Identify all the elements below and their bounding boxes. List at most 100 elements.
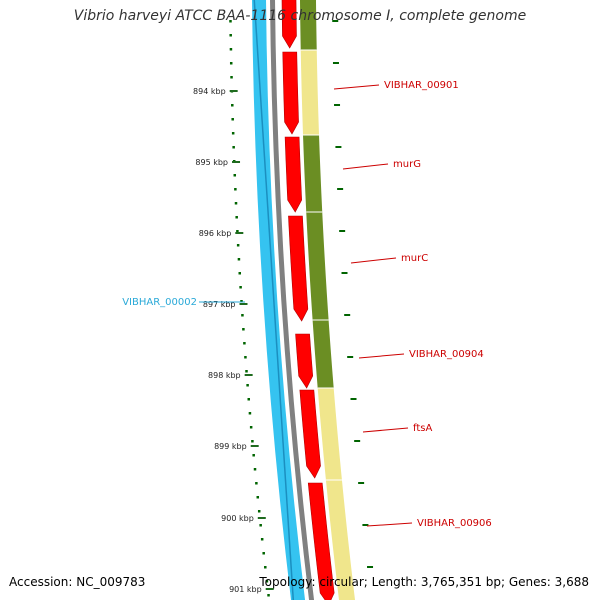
gc-skew-inner-8 xyxy=(231,132,235,135)
gc-skew-inner-23 xyxy=(243,342,246,345)
gc-skew-outer-36 xyxy=(362,524,369,526)
gc-skew-inner-11 xyxy=(233,174,237,177)
leader-VIBHAR_00906 xyxy=(366,522,413,527)
gc-skew-inner-15 xyxy=(236,230,239,233)
gene-label-VIBHAR_00002: VIBHAR_00002 xyxy=(122,297,197,308)
gc-skew-inner-38 xyxy=(262,552,265,555)
gc-skew-inner-18 xyxy=(238,272,242,275)
gc-skew-inner-41 xyxy=(267,594,270,597)
reverse-cds-track xyxy=(252,0,306,605)
gc-skew-inner-17 xyxy=(237,258,241,261)
forward-cds-VIBHAR_00906 xyxy=(307,482,335,605)
gc-skew-inner-25 xyxy=(245,370,248,373)
gc-skew-outer-27 xyxy=(350,398,357,400)
forward-cds-murG xyxy=(284,136,302,213)
gc-skew-inner-14 xyxy=(235,216,238,219)
gc-skew-outer-3 xyxy=(332,62,339,64)
gc-skew-inner-24 xyxy=(244,356,247,359)
gc-content-segment-0 xyxy=(300,0,317,50)
leader-VIBHAR_00904 xyxy=(358,353,405,359)
gc-skew-outer-33 xyxy=(358,482,365,484)
gc-skew-inner-19 xyxy=(239,286,242,289)
gc-skew-inner-27 xyxy=(247,398,251,401)
gc-skew-outer-21 xyxy=(344,314,351,316)
tick-label-0: 894 kbp xyxy=(193,87,226,96)
gc-content-segment-4 xyxy=(312,320,334,388)
gc-skew-inner-16 xyxy=(236,244,240,247)
forward-cds-ftsA xyxy=(299,389,321,479)
gc-skew-inner-6 xyxy=(231,104,234,107)
tick-label-3: 897 kbp xyxy=(203,300,236,309)
forward-cds-murC xyxy=(288,215,309,322)
gc-skew-inner-1 xyxy=(229,34,232,37)
tick-label-7: 901 kbp xyxy=(229,585,262,594)
gc-skew-inner-22 xyxy=(242,328,245,331)
gc-skew-outer-24 xyxy=(347,356,354,358)
leader-ftsA xyxy=(362,427,409,433)
gc-content-segment-6 xyxy=(325,480,356,605)
gene-label-VIBHAR_00906: VIBHAR_00906 xyxy=(417,518,492,529)
gc-content-segment-2 xyxy=(303,135,323,212)
gc-skew-inner-31 xyxy=(252,454,255,457)
reverse-cds-edge xyxy=(253,0,295,605)
accession-label: Accession: NC_009783 xyxy=(9,575,146,589)
gc-skew-inner-21 xyxy=(241,314,244,317)
gc-skew-outer-30 xyxy=(354,440,361,442)
position-ticks: 894 kbp 895 kbp 896 kbp 897 kbp 898 kbp 899 k… xyxy=(193,87,274,594)
gene-label-VIBHAR_00904: VIBHAR_00904 xyxy=(409,349,484,360)
gc-skew-inner-3 xyxy=(229,62,233,65)
tick-label-2: 896 kbp xyxy=(199,229,232,238)
gc-content-track xyxy=(300,0,356,605)
gc-skew-inner-29 xyxy=(249,426,253,429)
tick-label-4: 898 kbp xyxy=(208,371,241,380)
gc-content-segment-1 xyxy=(300,50,320,135)
gc-skew-outer-15 xyxy=(339,230,346,232)
map-title: Vibrio harveyi ATCC BAA-1116 chromosome … xyxy=(73,8,527,24)
gc-skew-inner-26 xyxy=(246,384,249,387)
gc-content-segment-3 xyxy=(306,212,329,320)
leader-murC xyxy=(350,257,397,264)
tick-label-5: 899 kbp xyxy=(214,442,247,451)
gc-content-segment-5 xyxy=(317,388,342,480)
gc-skew-inner-40 xyxy=(265,580,269,583)
forward-cds-VIBHAR_00904 xyxy=(295,333,314,389)
gc-skew-outer-6 xyxy=(334,104,341,106)
gc-skew-outer-39 xyxy=(367,566,374,568)
gene-label-murC: murC xyxy=(401,253,428,264)
gc-skew-inner-9 xyxy=(232,146,235,149)
gene-label-VIBHAR_00901: VIBHAR_00901 xyxy=(384,80,459,91)
genome-summary: Topology: circular; Length: 3,765,351 bp… xyxy=(259,575,589,589)
gc-skew-inner-28 xyxy=(248,412,252,415)
tick-label-1: 895 kbp xyxy=(195,158,228,167)
gc-skew-inner-32 xyxy=(253,468,257,471)
gene-label-murG: murG xyxy=(393,159,421,170)
backbone-track xyxy=(270,0,315,605)
leader-VIBHAR_00901 xyxy=(333,84,380,90)
gc-skew-inner-39 xyxy=(264,566,267,569)
gc-skew-outer-9 xyxy=(335,146,342,148)
gc-skew-inner-2 xyxy=(229,48,233,51)
gc-skew-outer-0 xyxy=(332,20,339,22)
gc-skew-inner-4 xyxy=(230,76,233,79)
tick-label-6: 900 kbp xyxy=(221,514,254,523)
gc-skew-inner-36 xyxy=(259,524,262,527)
gc-skew-outer-18 xyxy=(341,272,348,274)
reverse-cds-VIBHAR_00002 xyxy=(252,0,306,605)
gc-skew-inner-34 xyxy=(256,496,260,499)
gc-skew-inner-20 xyxy=(240,300,243,303)
forward-cds-VIBHAR_00901 xyxy=(282,51,299,135)
gc-skew-inner-13 xyxy=(234,202,238,205)
gc-skew-inner-33 xyxy=(255,482,258,485)
gc-skew-inner-0 xyxy=(229,20,232,23)
gene-label-ftsA: ftsA xyxy=(413,423,432,434)
gc-skew-inner-35 xyxy=(257,510,261,513)
gene-labels: VIBHAR_00901 murG murC VIBHAR_00904 ftsA VIBH… xyxy=(122,80,492,529)
forward-cds-track xyxy=(281,0,335,605)
gc-skew-inner-7 xyxy=(231,118,234,121)
leader-murG xyxy=(342,163,389,170)
gc-skew-inner-37 xyxy=(260,538,264,541)
backbone-line xyxy=(270,0,315,605)
gc-skew-inner-12 xyxy=(234,188,237,191)
